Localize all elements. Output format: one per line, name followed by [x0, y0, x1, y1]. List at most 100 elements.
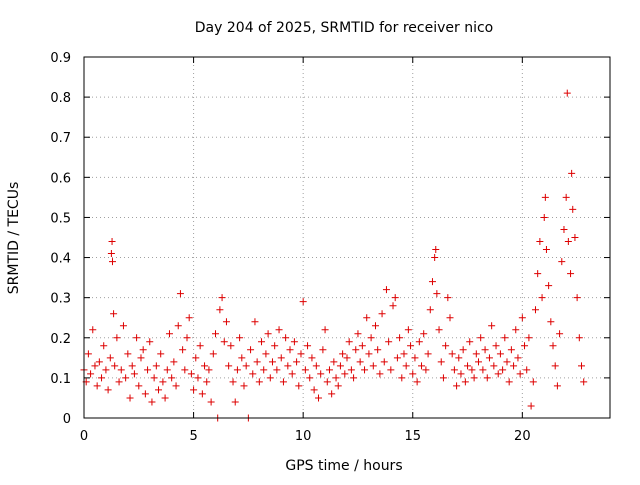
data-point — [481, 346, 489, 354]
data-point — [354, 330, 362, 338]
data-point — [420, 330, 428, 338]
data-point — [578, 362, 586, 370]
data-point — [201, 362, 209, 370]
data-point — [343, 354, 351, 362]
data-point — [297, 350, 305, 358]
data-point — [315, 394, 323, 402]
data-point — [170, 358, 178, 366]
data-point — [236, 334, 244, 342]
data-point — [179, 346, 187, 354]
data-points — [80, 89, 588, 422]
data-point — [84, 350, 92, 358]
data-point — [247, 346, 255, 354]
data-point — [422, 366, 430, 374]
data-point — [525, 334, 533, 342]
data-point — [529, 378, 537, 386]
data-point — [174, 322, 182, 330]
data-point — [485, 354, 493, 362]
y-tick-label: 0 — [63, 412, 71, 427]
data-point — [400, 350, 408, 358]
data-point — [102, 366, 110, 374]
data-point — [266, 374, 274, 382]
data-point — [479, 366, 487, 374]
data-point — [130, 370, 138, 378]
data-point — [426, 306, 434, 314]
data-point — [323, 378, 331, 386]
data-point — [411, 354, 419, 362]
data-point — [207, 398, 215, 406]
data-point — [488, 322, 496, 330]
data-point — [389, 302, 397, 310]
x-axis-title: GPS time / hours — [285, 458, 402, 474]
data-point — [418, 362, 426, 370]
data-point — [545, 282, 553, 290]
data-point — [367, 334, 375, 342]
data-point — [106, 354, 114, 362]
data-point — [93, 382, 101, 390]
y-tick-label: 0.6 — [50, 171, 71, 186]
data-point — [304, 342, 312, 350]
x-tick-label: 15 — [404, 429, 421, 444]
data-point — [339, 350, 347, 358]
data-point — [569, 205, 577, 213]
data-point — [187, 370, 195, 378]
y-axis-title: SRMTID / TECUs — [6, 182, 22, 295]
data-point — [512, 326, 520, 334]
data-point — [240, 382, 248, 390]
data-point — [238, 354, 246, 362]
data-point — [556, 330, 564, 338]
data-point — [117, 366, 125, 374]
plot-frame — [83, 56, 611, 419]
data-point — [564, 238, 572, 246]
data-point — [273, 366, 281, 374]
data-point — [288, 370, 296, 378]
data-point — [496, 350, 504, 358]
data-point — [87, 370, 95, 378]
data-point — [308, 354, 316, 362]
data-point — [155, 386, 163, 394]
data-point — [518, 314, 526, 322]
data-point — [527, 402, 535, 410]
data-point — [227, 342, 235, 350]
data-point — [568, 169, 576, 177]
data-point — [437, 358, 445, 366]
data-point — [165, 330, 173, 338]
data-point — [380, 358, 388, 366]
data-point — [365, 350, 373, 358]
data-point — [196, 342, 204, 350]
data-point — [100, 342, 108, 350]
data-point — [407, 342, 415, 350]
data-point — [516, 370, 524, 378]
data-point — [382, 286, 390, 294]
data-point — [358, 342, 366, 350]
data-point — [249, 370, 257, 378]
data-point — [216, 306, 224, 314]
data-point — [336, 362, 344, 370]
data-point — [122, 374, 130, 382]
data-point — [514, 354, 522, 362]
data-point — [549, 342, 557, 350]
data-point — [361, 366, 369, 374]
y-tick-label: 0.2 — [50, 332, 71, 347]
data-point — [470, 374, 478, 382]
y-tick-label: 0.8 — [50, 91, 71, 106]
data-point — [260, 366, 268, 374]
data-point — [293, 358, 301, 366]
gridlines — [84, 57, 610, 418]
data-point — [347, 366, 355, 374]
data-point — [510, 362, 518, 370]
y-tick-label: 0.4 — [50, 252, 71, 267]
x-tick-label: 10 — [295, 429, 312, 444]
data-point — [126, 394, 134, 402]
data-point — [95, 358, 103, 366]
data-point — [378, 310, 386, 318]
data-point — [431, 254, 439, 262]
data-point — [98, 374, 106, 382]
data-point — [218, 294, 226, 302]
data-point — [523, 366, 531, 374]
x-tick-labels: 0 5 10 15 20 — [80, 429, 531, 444]
data-point — [536, 238, 544, 246]
data-point — [396, 334, 404, 342]
